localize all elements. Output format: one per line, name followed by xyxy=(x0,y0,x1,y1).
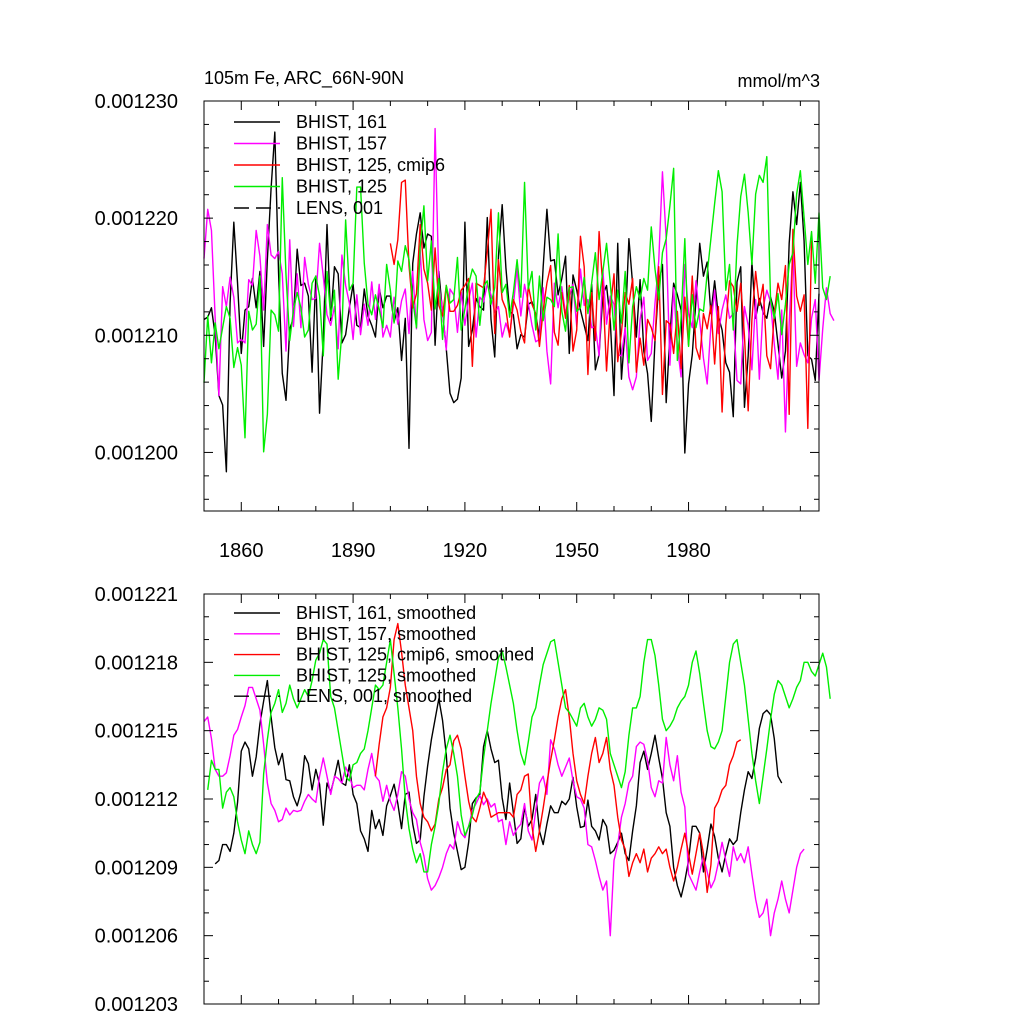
y-tick-label: 0.001206 xyxy=(95,926,178,948)
series-line-bhist-125-smoothed xyxy=(207,638,831,873)
y-tick-label: 0.001221 xyxy=(95,584,178,606)
y-tick-label: 0.001203 xyxy=(95,994,178,1016)
series-line-bhist-125 xyxy=(203,155,831,453)
legend-label: BHIST, 125, cmip6, smoothed xyxy=(296,645,534,665)
x-tick-label: 1890 xyxy=(331,540,376,562)
x-tick-label: 1860 xyxy=(219,540,264,562)
series-line-bhist-157 xyxy=(203,127,835,433)
legend-label: BHIST, 157, smoothed xyxy=(296,624,476,644)
legend-label: BHIST, 157 xyxy=(296,134,387,154)
bottom-series-group xyxy=(203,622,831,937)
top-series-group xyxy=(203,127,835,473)
top-plot-frame xyxy=(203,100,820,512)
series-line-bhist-125-cmip6 xyxy=(389,179,813,430)
top-panel: 105m Fe, ARC_66N-90N mmol/m^3 1860 1890 19… xyxy=(95,68,835,562)
legend-label: LENS, 001, smoothed xyxy=(296,686,472,706)
y-tick-label: 0.001215 xyxy=(95,721,178,743)
y-tick-label: 0.001212 xyxy=(95,789,178,811)
y-tick-label: 0.001220 xyxy=(95,208,178,230)
bottom-panel: 0.001203 0.001206 0.001209 0.001212 0.001215… xyxy=(95,584,831,1016)
x-tick-label: 1950 xyxy=(554,540,599,562)
series-line-bhist-161-smoothed xyxy=(214,679,783,898)
x-tick-label: 1980 xyxy=(666,540,711,562)
legend-label: BHIST, 161, smoothed xyxy=(296,603,476,623)
legend-label: BHIST, 161 xyxy=(296,112,387,132)
legend-label: BHIST, 125, smoothed xyxy=(296,665,476,685)
y-tick-label: 0.001218 xyxy=(95,652,178,674)
top-axis-ticks: 1860 1890 1920 1950 1980 0.001200 0.001210 0.00… xyxy=(95,91,819,562)
legend-label: BHIST, 125, cmip6 xyxy=(296,155,445,175)
bottom-axis-ticks: 0.001203 0.001206 0.001209 0.001212 0.001215… xyxy=(95,584,819,1016)
x-tick-label: 1920 xyxy=(443,540,488,562)
panel-title: 105m Fe, ARC_66N-90N xyxy=(204,68,404,89)
legend-label: BHIST, 125 xyxy=(296,177,387,197)
legend-label: LENS, 001 xyxy=(296,198,383,218)
y-tick-label: 0.001210 xyxy=(95,325,178,347)
units-label: mmol/m^3 xyxy=(738,71,820,91)
y-tick-label: 0.001230 xyxy=(95,91,178,113)
y-tick-label: 0.001209 xyxy=(95,857,178,879)
y-tick-label: 0.001200 xyxy=(95,442,178,464)
